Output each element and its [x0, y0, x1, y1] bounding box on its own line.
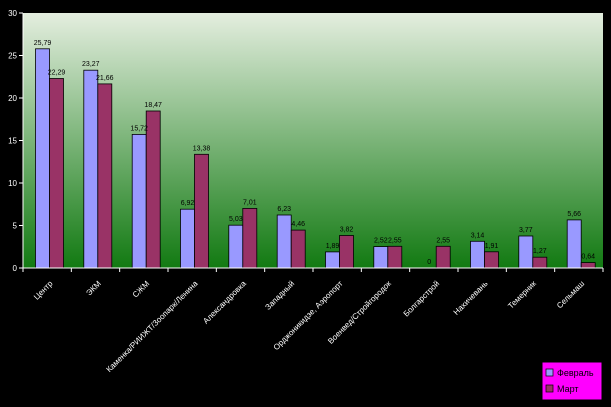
value-label-feb-8: 0 [427, 259, 431, 266]
bar-feb-11 [566, 219, 582, 269]
value-label-mar-10: 1,27 [533, 248, 547, 255]
y-tick-label-5: 25 [8, 52, 17, 61]
value-label-feb-3: 6,92 [181, 200, 195, 207]
value-label-mar-4: 7,01 [243, 199, 257, 206]
value-label-feb-0: 25,79 [34, 40, 52, 47]
legend-label-feb: Февраль [557, 368, 594, 378]
bar-feb-2 [131, 133, 147, 269]
bar-feb-3 [180, 208, 195, 269]
bar-feb-0 [35, 48, 50, 269]
value-label-feb-11: 5,66 [567, 211, 581, 218]
value-label-mar-9: 1,91 [485, 243, 499, 250]
value-label-mar-6: 3,82 [340, 227, 354, 234]
value-label-feb-7: 2,52 [374, 238, 388, 245]
value-label-feb-2: 15,72 [130, 125, 148, 132]
value-label-feb-4: 5,03 [229, 216, 243, 223]
legend-swatch-mar [545, 384, 554, 393]
y-tick-label-2: 10 [8, 179, 17, 188]
bar-mar-4 [242, 207, 258, 269]
bar-feb-9 [470, 240, 485, 269]
bar-feb-6 [325, 251, 340, 269]
bar-feb-5 [276, 214, 292, 269]
bar-mar-6 [339, 235, 354, 269]
y-axis: 0 5 10 15 20 25 30 [8, 9, 24, 273]
bar-mar-3 [194, 153, 209, 269]
bar-mar-0 [49, 78, 64, 269]
bar-feb-1 [83, 69, 99, 269]
value-label-mar-2: 18,47 [144, 102, 162, 109]
legend: Февраль Март [541, 361, 603, 401]
bar-feb-4 [228, 224, 244, 269]
value-label-mar-5: 4,46 [291, 221, 305, 228]
value-label-mar-3: 13,38 [193, 145, 211, 152]
legend-label-mar: Март [557, 384, 579, 394]
legend-box [541, 361, 603, 401]
bar-mar-11 [580, 262, 596, 269]
bar-mar-9 [484, 251, 499, 269]
value-label-mar-7: 2,55 [388, 237, 402, 244]
value-label-feb-6: 1,89 [326, 243, 340, 250]
value-label-mar-11: 0,64 [581, 254, 595, 261]
value-label-feb-10: 3,77 [519, 227, 533, 234]
bar-feb-10 [518, 235, 534, 269]
plot-area [23, 13, 603, 268]
value-label-mar-8: 2,55 [436, 237, 450, 244]
y-tick-label-0: 0 [13, 264, 18, 273]
y-tick-label-4: 20 [8, 94, 17, 103]
bar-mar-5 [290, 229, 306, 269]
y-tick-label-1: 5 [13, 222, 18, 231]
bar-mar-2 [145, 110, 161, 269]
bar-feb-7 [373, 246, 389, 269]
bar-mar-7 [387, 245, 403, 269]
value-label-feb-1: 23,27 [82, 61, 100, 68]
bar-mar-1 [97, 83, 113, 269]
bar-mar-10 [532, 256, 548, 269]
value-label-mar-0: 22,29 [48, 70, 66, 77]
value-label-mar-1: 21,66 [96, 75, 114, 82]
value-label-feb-5: 6,23 [277, 206, 291, 213]
y-tick-label-6: 30 [8, 9, 17, 18]
y-tick-label-3: 15 [8, 137, 17, 146]
value-labels-layer: 25,79 23,27 15,72 6,92 5,03 6,23 1,89 2,52 0 3,14… [34, 40, 595, 266]
legend-swatch-feb [545, 368, 554, 377]
bars-layer [35, 48, 596, 269]
bar-mar-8 [435, 245, 451, 269]
value-label-feb-9: 3,14 [471, 232, 485, 239]
